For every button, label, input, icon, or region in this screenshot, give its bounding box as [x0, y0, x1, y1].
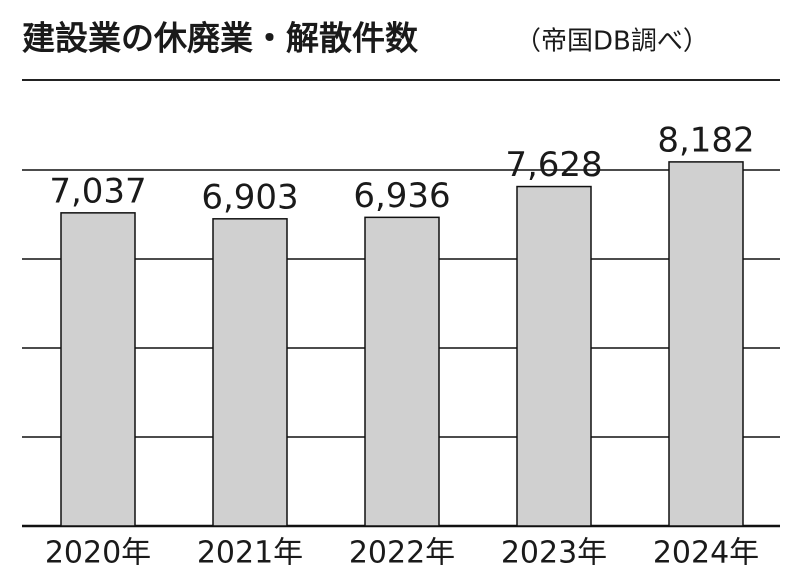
chart-title: 建設業の休廃業・解散件数 — [22, 19, 419, 58]
bar — [668, 161, 744, 527]
x-tick-label: 2023年 — [501, 536, 607, 571]
bar — [60, 212, 136, 527]
value-label: 7,628 — [505, 145, 602, 185]
x-tick-label: 2022年 — [349, 536, 455, 571]
chart-subtitle: （帝国DB調べ） — [515, 27, 709, 57]
value-label: 6,936 — [353, 176, 450, 216]
bar — [212, 218, 288, 527]
bar — [516, 185, 592, 527]
value-label: 8,182 — [657, 120, 754, 160]
x-tick-label: 2020年 — [45, 536, 151, 571]
value-label: 7,037 — [49, 171, 146, 211]
x-tick-label: 2021年 — [197, 536, 303, 571]
bar — [364, 216, 440, 527]
x-tick-label: 2024年 — [653, 536, 759, 571]
value-label: 6,903 — [201, 177, 298, 217]
